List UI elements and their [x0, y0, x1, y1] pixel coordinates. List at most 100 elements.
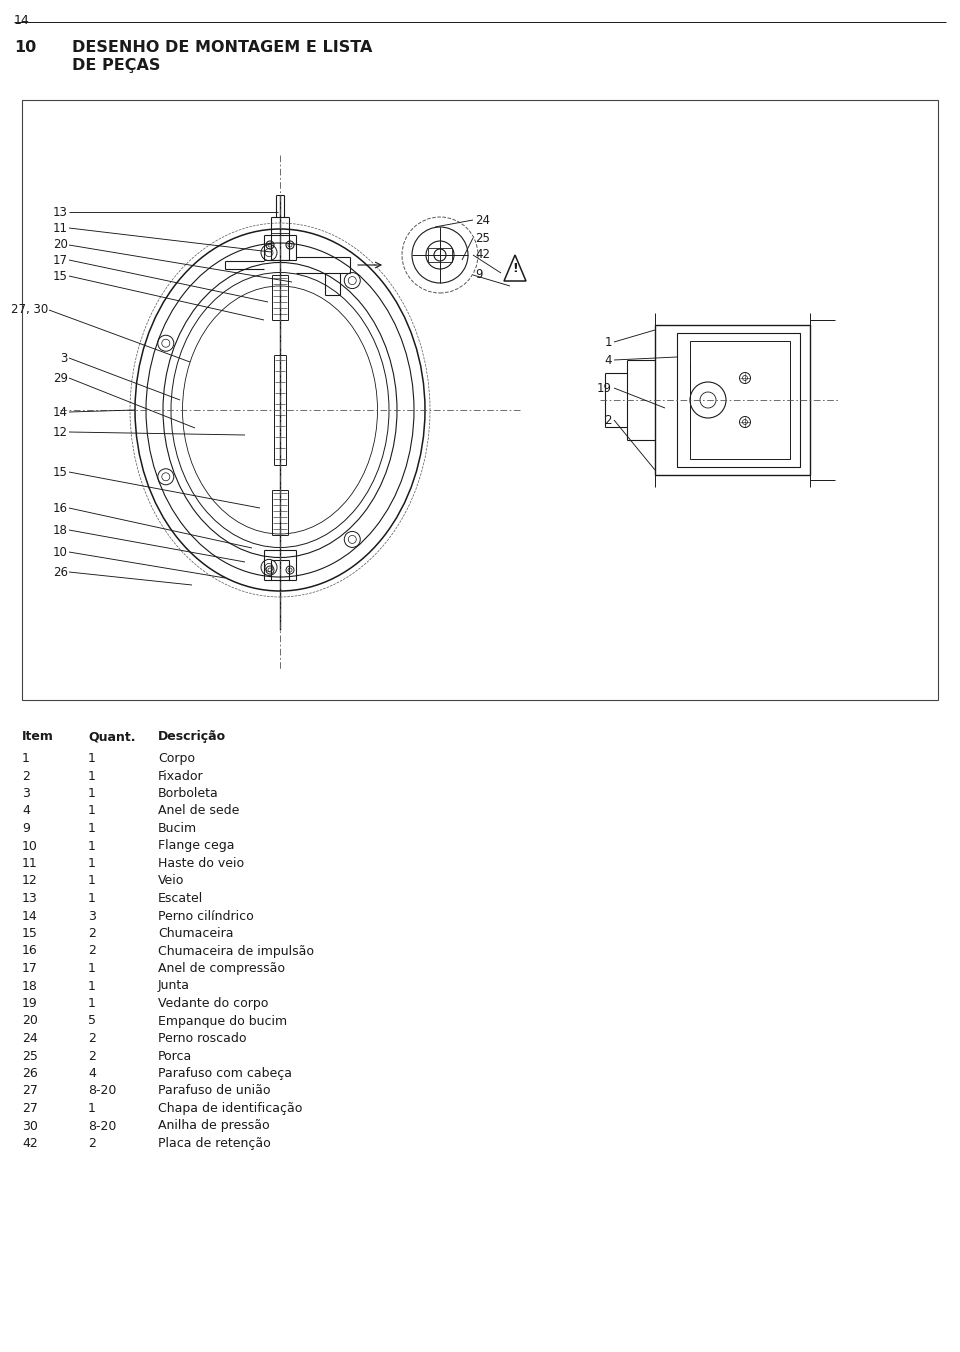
- Text: 3: 3: [60, 352, 68, 365]
- Text: Parafuso com cabeça: Parafuso com cabeça: [158, 1067, 292, 1080]
- Text: 4: 4: [22, 804, 30, 818]
- Text: 2: 2: [88, 1032, 96, 1045]
- Text: 1: 1: [88, 979, 96, 992]
- Text: 27: 27: [22, 1084, 37, 1098]
- Text: 15: 15: [53, 269, 68, 283]
- Text: 1: 1: [88, 769, 96, 783]
- Text: 17: 17: [53, 254, 68, 266]
- Text: 27, 30: 27, 30: [11, 303, 48, 316]
- Text: 1: 1: [88, 787, 96, 800]
- Text: Perno roscado: Perno roscado: [158, 1032, 247, 1045]
- Text: Flange cega: Flange cega: [158, 840, 234, 853]
- Text: 1: 1: [88, 1102, 96, 1115]
- Text: 12: 12: [22, 875, 37, 887]
- Text: Placa de retenção: Placa de retenção: [158, 1137, 271, 1151]
- Text: 24: 24: [22, 1032, 37, 1045]
- Text: 20: 20: [53, 238, 68, 251]
- Text: Quant.: Quant.: [88, 730, 135, 744]
- Text: 2: 2: [88, 927, 96, 940]
- Text: 1: 1: [88, 804, 96, 818]
- Text: 3: 3: [22, 787, 30, 800]
- Text: 1: 1: [88, 752, 96, 765]
- Text: 3: 3: [88, 910, 96, 922]
- Text: Haste do veio: Haste do veio: [158, 857, 244, 869]
- Text: Perno cilíndrico: Perno cilíndrico: [158, 910, 253, 922]
- Text: Junta: Junta: [158, 979, 190, 992]
- Text: 16: 16: [22, 945, 37, 957]
- Bar: [655, 324, 810, 475]
- Bar: [677, 333, 800, 466]
- Text: Item: Item: [22, 730, 54, 744]
- Text: Bucim: Bucim: [158, 822, 197, 836]
- Text: Chumaceira: Chumaceira: [158, 927, 233, 940]
- Text: 2: 2: [605, 414, 612, 426]
- Text: 9: 9: [22, 822, 30, 836]
- Text: 2: 2: [88, 1049, 96, 1063]
- Text: 11: 11: [22, 857, 37, 869]
- Text: 25: 25: [22, 1049, 37, 1063]
- Text: 18: 18: [53, 523, 68, 537]
- Text: !: !: [512, 261, 517, 274]
- Text: 16: 16: [53, 502, 68, 515]
- Text: 1: 1: [88, 875, 96, 887]
- Text: Vedante do corpo: Vedante do corpo: [158, 996, 269, 1010]
- Text: Chumaceira de impulsão: Chumaceira de impulsão: [158, 945, 314, 957]
- Text: Parafuso de união: Parafuso de união: [158, 1084, 271, 1098]
- Text: 42: 42: [22, 1137, 37, 1151]
- Text: Porca: Porca: [158, 1049, 192, 1063]
- Text: 4: 4: [605, 353, 612, 366]
- Text: 1: 1: [88, 963, 96, 975]
- Text: 1: 1: [88, 822, 96, 836]
- Text: 14: 14: [14, 14, 30, 27]
- Text: Veio: Veio: [158, 875, 184, 887]
- Text: 10: 10: [22, 840, 37, 853]
- Text: 1: 1: [88, 996, 96, 1010]
- Text: 29: 29: [53, 372, 68, 384]
- Text: 13: 13: [53, 206, 68, 219]
- Text: 4: 4: [88, 1067, 96, 1080]
- Text: 27: 27: [22, 1102, 37, 1115]
- Text: 19: 19: [597, 381, 612, 395]
- Text: Anel de sede: Anel de sede: [158, 804, 239, 818]
- Text: Escatel: Escatel: [158, 892, 204, 904]
- Text: 1: 1: [88, 840, 96, 853]
- Text: 10: 10: [14, 41, 36, 55]
- Text: DESENHO DE MONTAGEM E LISTA: DESENHO DE MONTAGEM E LISTA: [72, 41, 372, 55]
- Text: Borboleta: Borboleta: [158, 787, 219, 800]
- Text: 15: 15: [53, 465, 68, 479]
- Text: Chapa de identificação: Chapa de identificação: [158, 1102, 302, 1115]
- Text: 14: 14: [53, 406, 68, 419]
- Text: 11: 11: [53, 222, 68, 234]
- Text: 15: 15: [22, 927, 37, 940]
- Text: 8-20: 8-20: [88, 1119, 116, 1133]
- Text: 1: 1: [22, 752, 30, 765]
- Text: 8-20: 8-20: [88, 1084, 116, 1098]
- Text: 10: 10: [53, 545, 68, 558]
- Text: 18: 18: [22, 979, 37, 992]
- Bar: [690, 341, 790, 458]
- Text: 2: 2: [22, 769, 30, 783]
- Text: 2: 2: [88, 945, 96, 957]
- Text: 30: 30: [22, 1119, 37, 1133]
- Text: 12: 12: [53, 426, 68, 438]
- Text: 26: 26: [22, 1067, 37, 1080]
- Text: 17: 17: [22, 963, 37, 975]
- Text: 13: 13: [22, 892, 37, 904]
- Text: 26: 26: [53, 565, 68, 579]
- Text: 42: 42: [475, 249, 490, 261]
- Bar: [22, 100, 938, 700]
- Text: DE PEÇAS: DE PEÇAS: [72, 58, 160, 73]
- Text: 1: 1: [605, 335, 612, 349]
- Text: 9: 9: [475, 269, 483, 281]
- Text: Anel de compressão: Anel de compressão: [158, 963, 285, 975]
- Text: Anilha de pressão: Anilha de pressão: [158, 1119, 270, 1133]
- Text: 5: 5: [88, 1014, 96, 1028]
- Text: Empanque do bucim: Empanque do bucim: [158, 1014, 287, 1028]
- Text: 14: 14: [22, 910, 37, 922]
- Text: Corpo: Corpo: [158, 752, 195, 765]
- Text: 24: 24: [475, 214, 490, 227]
- Text: 25: 25: [475, 231, 490, 245]
- Text: 20: 20: [22, 1014, 37, 1028]
- Text: 19: 19: [22, 996, 37, 1010]
- Text: Fixador: Fixador: [158, 769, 204, 783]
